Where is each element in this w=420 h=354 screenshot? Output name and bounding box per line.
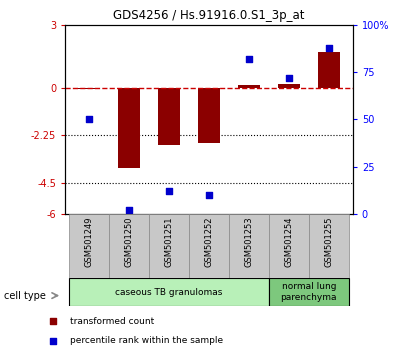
Bar: [189, 214, 229, 278]
Bar: [198, 88, 220, 143]
Point: [165, 189, 172, 194]
Bar: [269, 278, 349, 306]
Text: transformed count: transformed count: [70, 317, 154, 326]
Text: percentile rank within the sample: percentile rank within the sample: [70, 336, 223, 345]
Bar: [78, 88, 100, 89]
Bar: [238, 85, 260, 88]
Point: [206, 192, 213, 198]
Text: GSM501252: GSM501252: [205, 216, 213, 267]
Point: [50, 319, 56, 324]
Bar: [269, 214, 309, 278]
Text: GSM501249: GSM501249: [84, 216, 94, 267]
Point: [86, 116, 92, 122]
Point: [50, 338, 56, 343]
Text: GSM501253: GSM501253: [244, 216, 253, 267]
Text: normal lung
parenchyma: normal lung parenchyma: [281, 282, 337, 302]
Point: [286, 75, 292, 81]
Text: cell type: cell type: [4, 291, 46, 301]
Point: [246, 56, 252, 62]
Title: GDS4256 / Hs.91916.0.S1_3p_at: GDS4256 / Hs.91916.0.S1_3p_at: [113, 9, 304, 22]
Point: [126, 207, 132, 213]
Bar: [69, 278, 269, 306]
Bar: [229, 214, 269, 278]
Bar: [149, 214, 189, 278]
Text: GSM501250: GSM501250: [125, 216, 134, 267]
Bar: [118, 88, 140, 168]
Bar: [69, 214, 109, 278]
Bar: [158, 88, 180, 145]
Text: GSM501254: GSM501254: [284, 216, 293, 267]
Bar: [109, 214, 149, 278]
Text: caseous TB granulomas: caseous TB granulomas: [116, 287, 223, 297]
Bar: [318, 52, 340, 88]
Text: GSM501251: GSM501251: [165, 216, 173, 267]
Text: GSM501255: GSM501255: [324, 216, 333, 267]
Bar: [309, 214, 349, 278]
Point: [326, 45, 332, 50]
Bar: [278, 84, 300, 88]
